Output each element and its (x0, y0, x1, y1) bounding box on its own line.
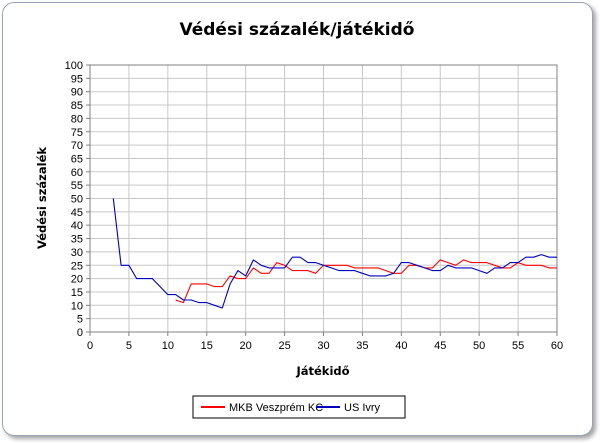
chart-title: Védési százalék/játékidő (179, 20, 415, 40)
y-tick-label: 85 (71, 100, 83, 112)
legend: MKB Veszprém KC US Ivry (192, 395, 406, 419)
y-tick-label: 40 (71, 220, 83, 232)
y-tick-label: 10 (71, 300, 83, 312)
y-tick-label: 60 (71, 167, 83, 179)
y-tick-label: 100 (65, 60, 83, 72)
legend-box (192, 395, 406, 419)
x-tick-label: 10 (162, 340, 174, 352)
x-tick-label: 25 (278, 340, 290, 352)
x-tick-label: 55 (512, 340, 524, 352)
y-tick-label: 75 (71, 127, 83, 139)
y-tick-label: 50 (71, 194, 83, 206)
plot-area-border (89, 64, 558, 333)
x-tick-label: 15 (201, 340, 213, 352)
y-tick-label: 25 (71, 260, 83, 272)
legend-label: MKB Veszprém KC (229, 402, 323, 414)
chart-frame (2, 2, 593, 436)
x-tick-label: 20 (240, 340, 252, 352)
y-tick-label: 15 (71, 287, 83, 299)
y-tick-label: 45 (71, 207, 83, 219)
x-tick-label: 35 (356, 340, 368, 352)
x-tick-label: 50 (473, 340, 485, 352)
y-tick-label: 55 (71, 180, 83, 192)
x-tick-label: 60 (551, 340, 563, 352)
y-tick-label: 95 (71, 73, 83, 85)
x-tick-label: 45 (434, 340, 446, 352)
y-tick-label: 5 (77, 314, 83, 326)
x-tick-label: 40 (395, 340, 407, 352)
y-tick-label: 30 (71, 247, 83, 259)
y-tick-label: 0 (77, 327, 83, 339)
legend-label: US Ivry (344, 402, 381, 414)
x-tick-labels: 0 5 10 15 20 25 30 35 40 45 50 55 60 (87, 340, 563, 352)
y-tick-label: 80 (71, 113, 83, 125)
y-axis-label: Védési százalék (35, 147, 49, 249)
series-line-mkb-veszprem-kc (175, 259, 557, 304)
x-tick-label: 0 (87, 340, 93, 352)
y-tick-label: 90 (71, 87, 83, 99)
y-tick-label: 70 (71, 140, 83, 152)
y-tick-label: 35 (71, 234, 83, 246)
y-tick-label: 65 (71, 153, 83, 165)
axes (86, 64, 558, 336)
grid-lines (90, 64, 558, 332)
series-lines (112, 198, 557, 309)
x-axis-label: Játékidő (295, 364, 349, 378)
x-tick-label: 30 (317, 340, 329, 352)
y-tick-label: 20 (71, 274, 83, 286)
x-tick-label: 5 (126, 340, 132, 352)
series-line-us-ivry (112, 198, 557, 309)
